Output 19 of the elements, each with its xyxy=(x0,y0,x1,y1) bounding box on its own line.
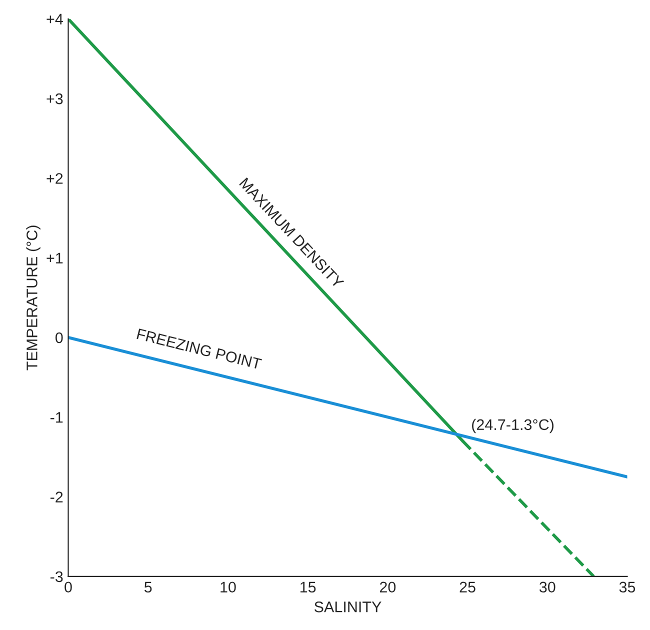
x-tick-label: 25 xyxy=(460,582,476,593)
x-tick-label: 30 xyxy=(539,582,556,593)
x-tick-label: 15 xyxy=(300,582,316,593)
y-tick-label: -3 xyxy=(50,571,63,582)
y-tick-label: -2 xyxy=(50,492,63,502)
annotation: (24.7-1.3°C) xyxy=(472,418,554,434)
x-tick-label: 20 xyxy=(380,582,396,593)
y-tick-label: +2 xyxy=(46,173,63,184)
y-tick-label: +3 xyxy=(46,93,63,104)
x-axis-title: SALINITY xyxy=(314,602,382,612)
y-tick-label: +4 xyxy=(46,14,63,24)
y-tick-label: -1 xyxy=(50,412,63,423)
y-tick-label: 0 xyxy=(55,332,63,344)
x-tick-label: 10 xyxy=(220,582,236,593)
x-tick-label: 35 xyxy=(619,582,636,593)
y-tick-label: +1 xyxy=(46,252,63,264)
x-tick-label: 0 xyxy=(64,582,72,593)
y-axis-title: TEMPERATURE (°C) xyxy=(26,226,40,370)
x-tick-label: 5 xyxy=(144,582,152,593)
